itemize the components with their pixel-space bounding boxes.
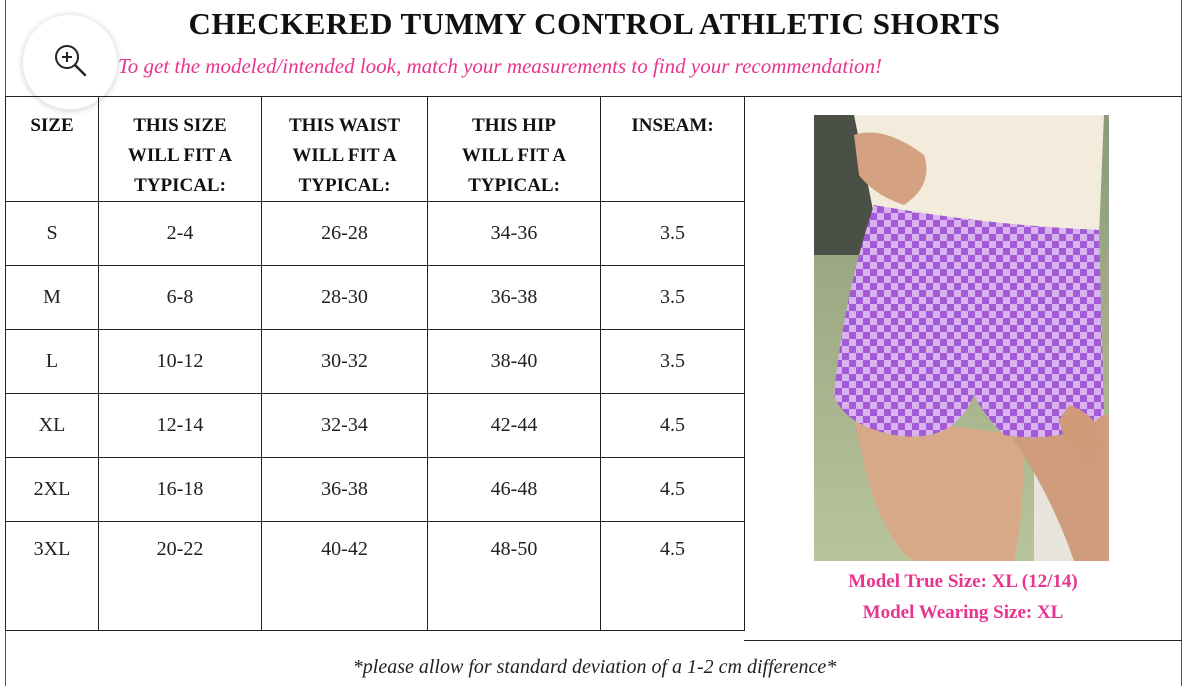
- cell-inseam: 3.5: [600, 201, 745, 266]
- cell-inseam: 3.5: [600, 265, 745, 330]
- table-row: XL 12-14 32-34 42-44 4.5: [5, 393, 745, 458]
- header-size-fit: THIS SIZE WILL FIT A TYPICAL:: [98, 96, 262, 202]
- cell-hip: 36-38: [427, 265, 601, 330]
- header-size: SIZE: [5, 96, 99, 202]
- model-true-size: Model True Size: XL (12/14): [848, 571, 1078, 592]
- cell-dress-size: 12-14: [98, 393, 262, 458]
- table-row: M 6-8 28-30 36-38 3.5: [5, 265, 745, 330]
- cell-size: 3XL: [5, 521, 99, 631]
- header-hip: THIS HIP WILL FIT A TYPICAL:: [427, 96, 601, 202]
- cell-size: M: [5, 265, 99, 330]
- cell-hip: 38-40: [427, 329, 601, 394]
- cell-waist: 28-30: [261, 265, 428, 330]
- cell-waist: 40-42: [261, 521, 428, 631]
- cell-dress-size: 6-8: [98, 265, 262, 330]
- cell-waist: 30-32: [261, 329, 428, 394]
- cell-size: L: [5, 329, 99, 394]
- cell-waist: 36-38: [261, 457, 428, 522]
- table-row: 3XL 20-22 40-42 48-50 4.5: [5, 521, 745, 631]
- subtitle: To get the modeled/intended look, match …: [118, 54, 883, 78]
- cell-waist: 26-28: [261, 201, 428, 266]
- zoom-in-icon: [52, 42, 88, 83]
- table-row: L 10-12 30-32 38-40 3.5: [5, 329, 745, 394]
- cell-hip: 42-44: [427, 393, 601, 458]
- cell-inseam: 4.5: [600, 457, 745, 522]
- cell-inseam: 4.5: [600, 521, 745, 631]
- cell-hip: 48-50: [427, 521, 601, 631]
- header-waist: THIS WAIST WILL FIT A TYPICAL:: [261, 96, 428, 202]
- model-photo-panel: Model True Size: XL (12/14) Model Wearin…: [744, 96, 1182, 641]
- table-row: 2XL 16-18 36-38 46-48 4.5: [5, 457, 745, 522]
- page-title: CHECKERED TUMMY CONTROL ATHLETIC SHORTS: [188, 6, 1001, 41]
- table-header-row: SIZE THIS SIZE WILL FIT A TYPICAL: THIS WA…: [5, 96, 745, 202]
- cell-hip: 46-48: [427, 457, 601, 522]
- cell-hip: 34-36: [427, 201, 601, 266]
- cell-size: XL: [5, 393, 99, 458]
- cell-dress-size: 10-12: [98, 329, 262, 394]
- cell-inseam: 4.5: [600, 393, 745, 458]
- size-table: SIZE THIS SIZE WILL FIT A TYPICAL: THIS WA…: [5, 96, 745, 631]
- cell-dress-size: 2-4: [98, 201, 262, 266]
- model-wearing-size: Model Wearing Size: XL: [862, 602, 1064, 623]
- footnote: *please allow for standard deviation of …: [352, 656, 837, 678]
- cell-dress-size: 20-22: [98, 521, 262, 631]
- cell-inseam: 3.5: [600, 329, 745, 394]
- cell-size: 2XL: [5, 457, 99, 522]
- cell-dress-size: 16-18: [98, 457, 262, 522]
- model-photo: [814, 115, 1109, 561]
- header-inseam: INSEAM:: [600, 96, 745, 202]
- cell-waist: 32-34: [261, 393, 428, 458]
- table-row: S 2-4 26-28 34-36 3.5: [5, 201, 745, 266]
- cell-size: S: [5, 201, 99, 266]
